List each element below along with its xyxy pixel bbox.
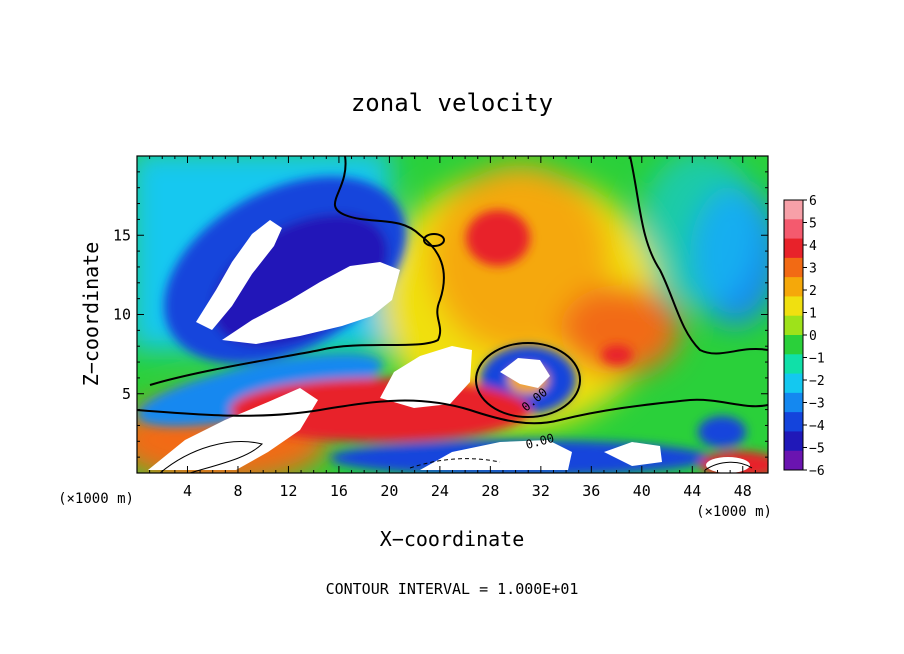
colorbar-swatch: [784, 450, 803, 471]
contour-lower: [137, 398, 768, 425]
colorbar-label: −3: [809, 397, 825, 412]
colorbar-swatch: [784, 392, 803, 413]
contour-bottom-right: [704, 461, 753, 471]
x-axis-label: X−coordinate: [380, 527, 525, 551]
colorbar-swatch: [784, 315, 803, 336]
thin-contours: [159, 441, 753, 473]
heatmap-field: [137, 156, 768, 473]
zero-contours: [137, 156, 768, 425]
y-axis: 5 10 15: [113, 171, 768, 458]
x-unit-label-left: (×1000 m): [58, 491, 134, 507]
colorbar-swatch: [784, 412, 803, 432]
colorbar-swatch: [784, 219, 803, 240]
white-region-low-mid: [380, 346, 472, 408]
colorbar-label: 4: [809, 239, 817, 254]
contour-ring: [475, 342, 581, 418]
saturated-regions: [148, 220, 750, 473]
contour-right: [629, 156, 768, 355]
x-tick-label: 20: [380, 482, 398, 500]
colorbar-label: −5: [809, 442, 825, 457]
colorbar-label: 0: [809, 329, 817, 344]
colorbar-swatch: [784, 431, 803, 452]
field-right-cyan: [640, 156, 760, 310]
colorbar-label: 5: [809, 217, 817, 232]
colorbar-label: −2: [809, 374, 825, 389]
white-region-bottom-right: [604, 442, 662, 466]
contour-island: [423, 233, 445, 247]
colorbar: 6 5 4 3 2 1 0 −1 −2 −3 −4 −5 −6: [783, 194, 825, 479]
colorbar-swatch: [784, 257, 803, 278]
x-tick-label: 44: [683, 482, 701, 500]
white-region-center-ring: [500, 358, 550, 388]
field-center-red: [466, 210, 530, 266]
contour-bottom-center: [409, 458, 501, 469]
colorbar-swatch: [784, 354, 803, 375]
contour-upper: [149, 156, 445, 386]
field-streak-orange: [560, 285, 680, 375]
x-tick-label: 36: [582, 482, 600, 500]
colorbar-swatch: [784, 277, 803, 297]
x-tick-label: 24: [431, 482, 449, 500]
x-tick-label: 4: [183, 482, 192, 500]
field-low-right-blue: [698, 416, 746, 448]
colorbar-label: 6: [809, 194, 817, 209]
colorbar-label: −6: [809, 464, 825, 479]
colorbar-swatch: [784, 373, 803, 394]
field-mid-low-blue: [137, 353, 383, 427]
white-region-bottom-center: [420, 440, 572, 470]
colorbar-label: 3: [809, 262, 817, 277]
y-tick-label: 5: [122, 385, 131, 403]
x-tick-label: 48: [734, 482, 752, 500]
chart-title: zonal velocity: [351, 89, 553, 117]
contour-bottom-left: [159, 441, 263, 473]
x-axis: 4 8 12 16 20 24 28 32 36 40 44 48: [149, 156, 756, 500]
y-tick-label: 10: [113, 306, 131, 324]
x-tick-label: 12: [279, 482, 297, 500]
x-tick-label: 28: [481, 482, 499, 500]
colorbar-swatch: [784, 238, 803, 259]
x-unit-label-right: (×1000 m): [696, 504, 772, 520]
colorbar-swatch: [784, 335, 803, 355]
white-region-far-right: [706, 457, 750, 473]
white-region-low-left: [148, 388, 318, 470]
colorbar-label: −1: [809, 352, 825, 367]
y-axis-label: Z−coordinate: [79, 242, 103, 387]
field-spot-red: [601, 345, 633, 365]
colorbar-label: −4: [809, 419, 825, 434]
field-center-orange: [430, 165, 610, 355]
white-region-upper-left: [196, 220, 282, 330]
colorbar-label: 2: [809, 284, 817, 299]
colorbar-swatch: [784, 200, 803, 220]
contour-interval-note: CONTOUR INTERVAL = 1.000E+01: [326, 580, 579, 598]
x-tick-label: 32: [532, 482, 550, 500]
x-tick-label: 40: [633, 482, 651, 500]
colorbar-label: 1: [809, 307, 817, 322]
x-tick-label: 16: [330, 482, 348, 500]
colorbar-swatch: [784, 296, 803, 317]
white-region-upper-mid: [222, 262, 400, 344]
y-tick-label: 15: [113, 226, 131, 244]
x-tick-label: 8: [233, 482, 242, 500]
